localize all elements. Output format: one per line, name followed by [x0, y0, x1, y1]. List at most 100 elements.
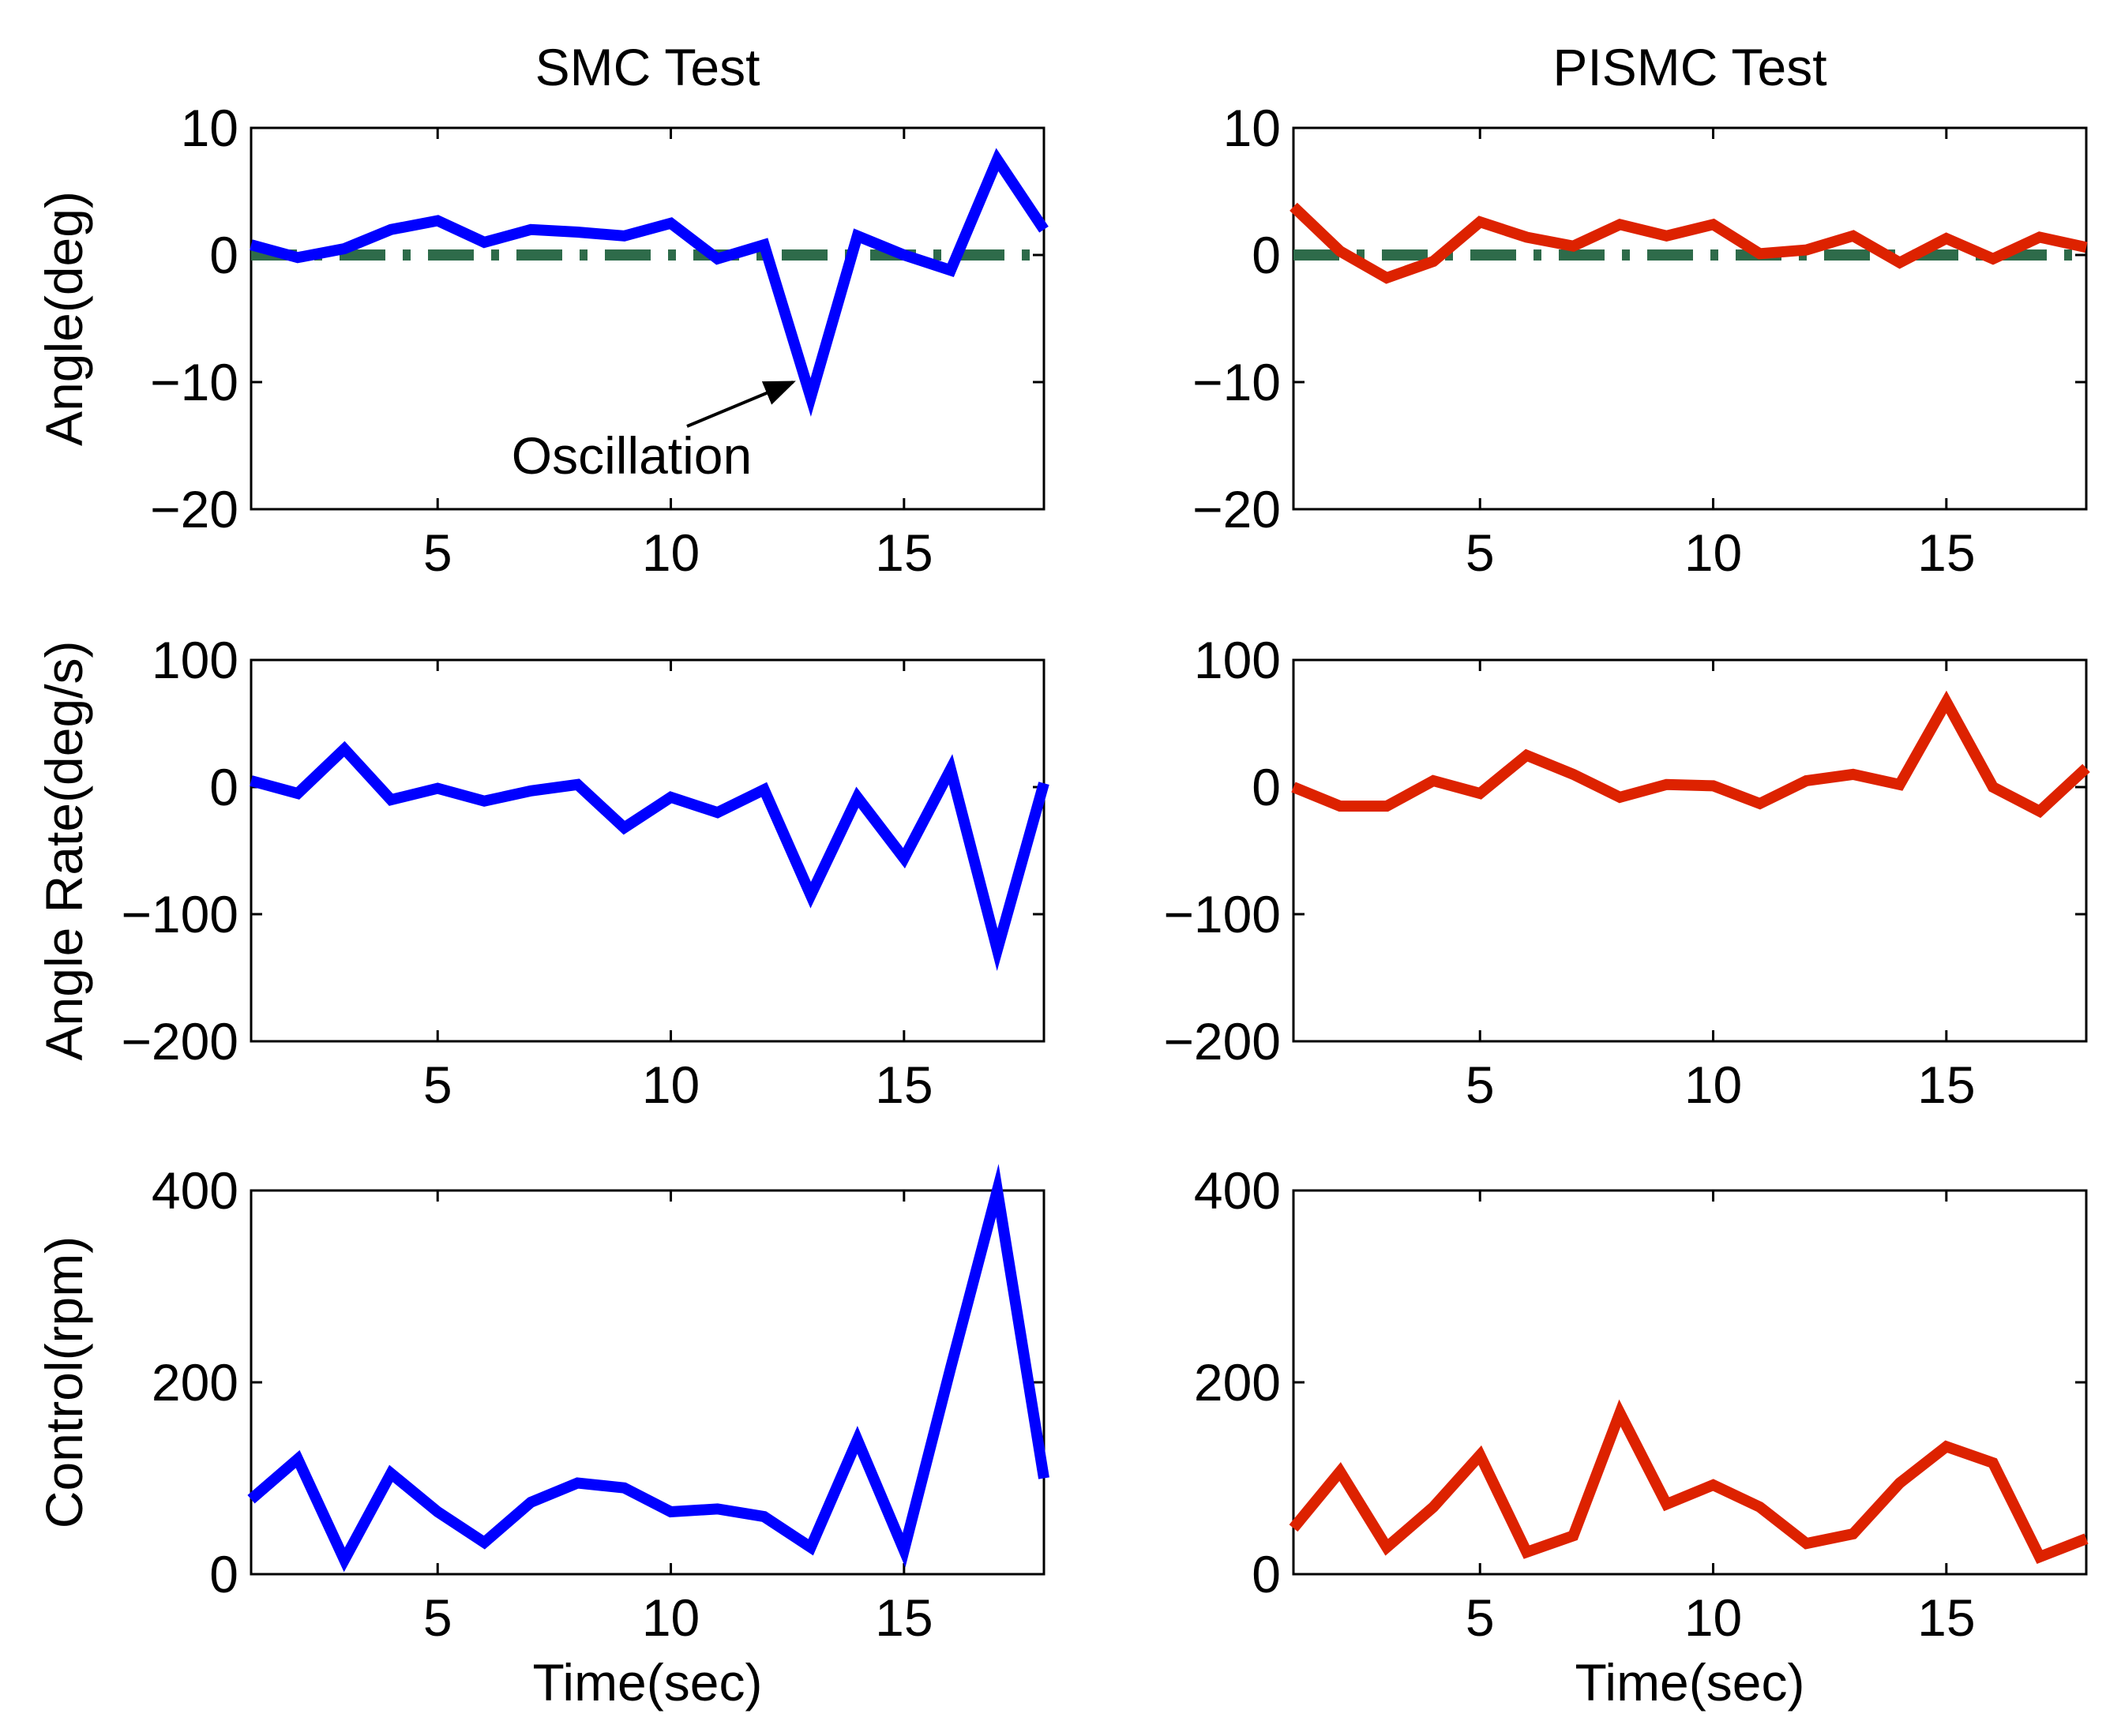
smc-data-point [525, 786, 536, 797]
x-tick-label: 15 [1917, 523, 1975, 582]
pismc-data-point [1381, 1542, 1392, 1553]
pismc-data-point [1848, 1528, 1859, 1539]
smc-data-point [572, 227, 583, 238]
x-tick-label: 5 [423, 1588, 452, 1647]
pismc-data-point [1335, 1466, 1346, 1477]
chart-title: PISMC Test [1552, 38, 1826, 96]
smc-data-point [385, 224, 396, 235]
pismc-data-point [1474, 216, 1485, 227]
smc-data-point [805, 890, 816, 901]
y-axis-label: Angle(deg) [35, 191, 93, 446]
pismc-data-point [1848, 769, 1859, 780]
smc-data-point [292, 1453, 303, 1464]
pismc-data-point [1567, 769, 1579, 780]
pismc-data-point [2034, 231, 2045, 242]
y-tick-label: −100 [1163, 885, 1281, 943]
smc-data-point [572, 779, 583, 790]
smc-data-point [759, 784, 770, 795]
pismc-data-point [1708, 1479, 1719, 1490]
smc-data-point [945, 1363, 956, 1374]
y-tick-label: 10 [1223, 99, 1281, 157]
x-axis-label: Time(sec) [1575, 1653, 1805, 1712]
pismc-data-point [1755, 798, 1766, 809]
pismc-data-point [1801, 245, 1812, 256]
pismc-data-point [1988, 253, 1999, 264]
y-axis-label: Control(rpm) [35, 1236, 93, 1528]
pismc-data-point [1428, 256, 1439, 267]
pismc-data-point [1894, 1478, 1905, 1489]
x-tick-label: 5 [1466, 1055, 1495, 1114]
smc-data-point [759, 239, 770, 250]
smc-angle-panel: 5 10 15 10 0 −10 −20 SMC Test Angle(deg) Oscillat… [35, 38, 1049, 582]
y-tick-label: −10 [1192, 353, 1281, 411]
pismc-data-point [1567, 241, 1579, 252]
smc-data-point [618, 823, 629, 834]
x-tick-label: 10 [1684, 523, 1742, 582]
pismc-data-point [1521, 231, 1532, 242]
pismc-data-point [1567, 1530, 1579, 1541]
smc-data-point [246, 775, 257, 786]
smc-data-point [618, 231, 629, 242]
pismc-data-point [1335, 246, 1346, 257]
smc-data-point [246, 239, 257, 250]
smc-data-point [805, 392, 816, 403]
x-tick-label: 10 [1684, 1055, 1742, 1114]
smc-data-point [339, 243, 350, 254]
chart-title: SMC Test [535, 38, 760, 96]
pismc-data-point [1614, 792, 1625, 803]
axes-box [1292, 658, 2088, 1043]
y-tick-label: −10 [150, 353, 238, 411]
smc-series-line [250, 741, 1049, 972]
pismc-data-point [1708, 219, 1719, 230]
y-tick-label: 400 [1194, 1161, 1281, 1220]
pismc-data-point [1988, 782, 1999, 793]
pismc-data-point [1941, 1441, 1952, 1452]
axes-box [250, 658, 1045, 1043]
pismc-angle-panel: 5 10 15 10 0 −10 −20 PISMC Test [1192, 38, 2092, 582]
pismc-data-point [1894, 257, 1905, 268]
smc-data-point [1038, 778, 1049, 789]
pismc-control-panel: 5 10 15 400 200 0 Time(sec) [1194, 1161, 2089, 1712]
pismc-data-point [1521, 750, 1532, 761]
y-tick-label: 0 [1252, 226, 1281, 284]
smc-data-point [712, 1503, 723, 1514]
x-axis-label: Time(sec) [533, 1653, 763, 1712]
smc-data-point [666, 218, 677, 229]
smc-data-point [899, 853, 910, 864]
x-tick-label: 15 [875, 1588, 933, 1647]
pismc-series-line [1289, 1399, 2089, 1564]
pismc-data-point [1288, 1523, 1299, 1534]
smc-data-point [712, 253, 723, 264]
pismc-data-point [2034, 1551, 2045, 1562]
pismc-data-point [1755, 248, 1766, 259]
pismc-data-point [1755, 1502, 1766, 1513]
smc-data-point [432, 1506, 443, 1517]
annotation-arrow [686, 381, 796, 428]
smc-data-point [759, 1511, 770, 1522]
smc-data-point [479, 796, 490, 807]
smc-data-point [899, 1545, 910, 1556]
y-tick-label: 0 [1252, 758, 1281, 816]
pismc-data-point [1428, 1502, 1439, 1513]
axes-box [250, 126, 1045, 511]
pismc-data-point [1381, 272, 1392, 283]
smc-data-point [385, 1468, 396, 1479]
pismc-series-line [1290, 202, 2088, 284]
smc-data-point [385, 794, 396, 805]
pismc-data-point [2081, 242, 2092, 253]
x-tick-label: 10 [642, 523, 700, 582]
smc-data-point [852, 792, 863, 803]
smc-data-point [292, 788, 303, 799]
smc-data-point [992, 1185, 1003, 1196]
y-tick-label: −200 [1163, 1012, 1281, 1070]
smc-data-point [852, 1434, 863, 1445]
smc-data-point [292, 252, 303, 263]
y-tick-label: −20 [150, 480, 238, 538]
pismc-data-point [1288, 782, 1299, 793]
smc-data-point [945, 763, 956, 774]
smc-data-point [479, 237, 490, 248]
y-tick-label: 0 [209, 1545, 238, 1603]
smc-data-point [339, 1554, 350, 1565]
smc-series-line [250, 148, 1049, 417]
smc-data-point [899, 249, 910, 261]
